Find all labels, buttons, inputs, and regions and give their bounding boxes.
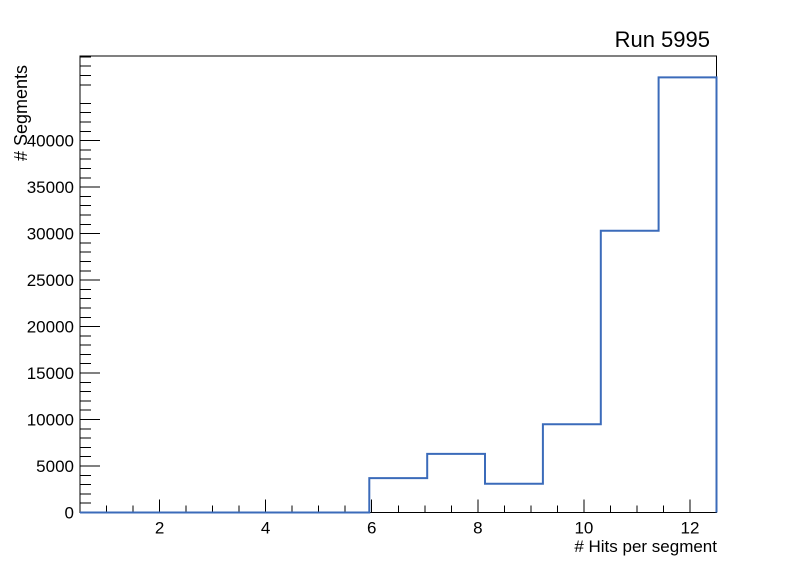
y-tick-label: 25000	[27, 271, 74, 290]
y-tick-label: 35000	[27, 178, 74, 197]
y-tick-label: 0	[65, 504, 74, 523]
x-tick-label: 2	[155, 519, 164, 538]
x-tick-label: 12	[681, 519, 700, 538]
y-tick-label: 30000	[27, 225, 74, 244]
x-axis-title: # Hits per segment	[574, 537, 717, 556]
y-tick-label: 5000	[36, 457, 74, 476]
x-tick-label: 8	[473, 519, 482, 538]
y-tick-label: 15000	[27, 364, 74, 383]
plot-frame	[79, 55, 717, 513]
histogram-step-line	[80, 76, 718, 514]
chart-title: Run 5995	[614, 27, 710, 52]
x-tick-label: 4	[261, 519, 270, 538]
x-tick-label: 10	[574, 519, 593, 538]
y-tick-label: 20000	[27, 318, 74, 337]
x-tick-label: 6	[367, 519, 376, 538]
y-tick-label: 10000	[27, 411, 74, 430]
y-axis-title: # Segments	[11, 64, 31, 161]
y-tick-label: 40000	[27, 132, 74, 151]
